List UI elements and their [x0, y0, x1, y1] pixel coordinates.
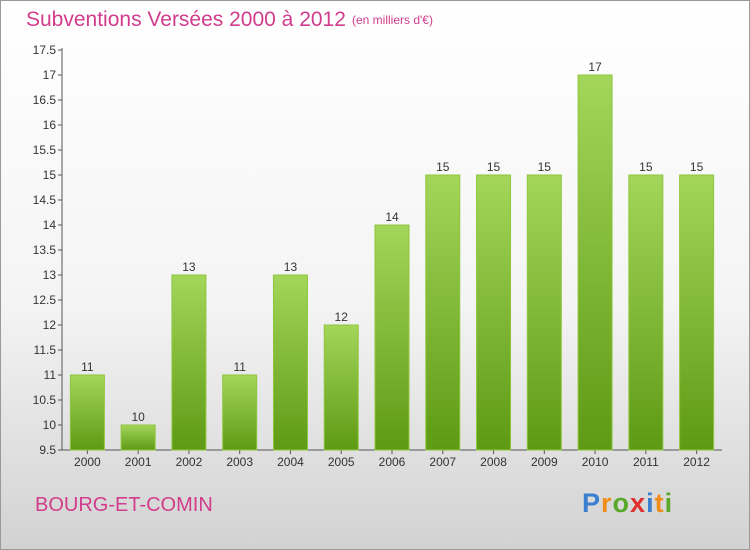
data-label: 11 — [233, 360, 246, 374]
data-label: 15 — [639, 160, 653, 174]
y-tick-label: 14 — [43, 218, 57, 232]
y-tick-label: 16.5 — [33, 93, 57, 107]
y-tick-label: 15 — [43, 168, 57, 182]
x-tick-label: 2010 — [582, 455, 609, 469]
city-name: BOURG-ET-COMIN — [35, 494, 213, 516]
logo-letter: o — [612, 488, 631, 518]
data-label: 15 — [690, 160, 704, 174]
x-tick-label: 2006 — [379, 455, 406, 469]
bar — [323, 324, 359, 451]
y-tick-label: 17.5 — [33, 43, 57, 57]
x-tick-label: 2000 — [74, 455, 101, 469]
bar — [120, 424, 156, 451]
chart-subtitle: (en milliers d'€) — [352, 13, 433, 27]
x-tick-label: 2011 — [633, 455, 659, 469]
chart-title: Subventions Versées 2000 à 2012 — [26, 8, 346, 31]
y-tick-label: 12.5 — [33, 293, 57, 307]
y-tick-label: 12 — [43, 318, 57, 332]
x-tick-label: 2009 — [531, 455, 558, 469]
y-tick-label: 11.5 — [34, 343, 57, 357]
x-tick-label: 2012 — [683, 455, 710, 469]
x-tick-label: 2004 — [277, 455, 304, 469]
logo-letter: i — [646, 488, 655, 518]
x-tick-label: 2007 — [429, 455, 456, 469]
x-tick-label: 2002 — [176, 455, 203, 469]
bar — [476, 174, 512, 451]
y-tick-label: 16 — [43, 118, 57, 132]
bar — [425, 174, 461, 451]
data-label: 14 — [385, 210, 399, 224]
bar — [171, 274, 207, 451]
y-tick-label: 9.5 — [39, 443, 56, 457]
data-label: 15 — [538, 160, 552, 174]
bar — [222, 374, 258, 451]
data-label: 15 — [487, 160, 501, 174]
bar — [628, 174, 664, 451]
logo-letter: i — [664, 488, 674, 518]
bar — [679, 174, 715, 451]
data-label: 12 — [335, 310, 349, 324]
x-tick-label: 2008 — [480, 455, 507, 469]
data-label: 13 — [284, 260, 298, 274]
y-tick-label: 13 — [43, 268, 57, 282]
proxiti-logo[interactable]: Proxiti — [582, 488, 673, 519]
data-label: 13 — [182, 260, 196, 274]
logo-letter: x — [630, 488, 647, 518]
data-label: 11 — [81, 360, 94, 374]
y-tick-label: 17 — [43, 68, 57, 82]
y-tick-label: 10 — [43, 418, 57, 432]
bar — [526, 174, 562, 451]
x-tick-label: 2005 — [328, 455, 355, 469]
logo-letter: t — [654, 488, 665, 518]
x-tick-label: 2001 — [125, 455, 152, 469]
y-tick-label: 14.5 — [33, 193, 57, 207]
data-label: 15 — [436, 160, 450, 174]
y-tick-label: 15.5 — [33, 143, 57, 157]
y-tick-label: 11 — [44, 368, 57, 382]
bar — [374, 224, 410, 451]
bar — [272, 274, 308, 451]
y-tick-label: 13.5 — [33, 243, 57, 257]
bar — [577, 74, 613, 451]
logo-letter: r — [601, 488, 613, 518]
x-tick-label: 2003 — [226, 455, 253, 469]
bar — [69, 374, 105, 451]
data-label: 10 — [131, 410, 145, 424]
data-label: 17 — [588, 60, 602, 74]
logo-letter: P — [582, 488, 602, 518]
y-tick-label: 10.5 — [33, 393, 57, 407]
